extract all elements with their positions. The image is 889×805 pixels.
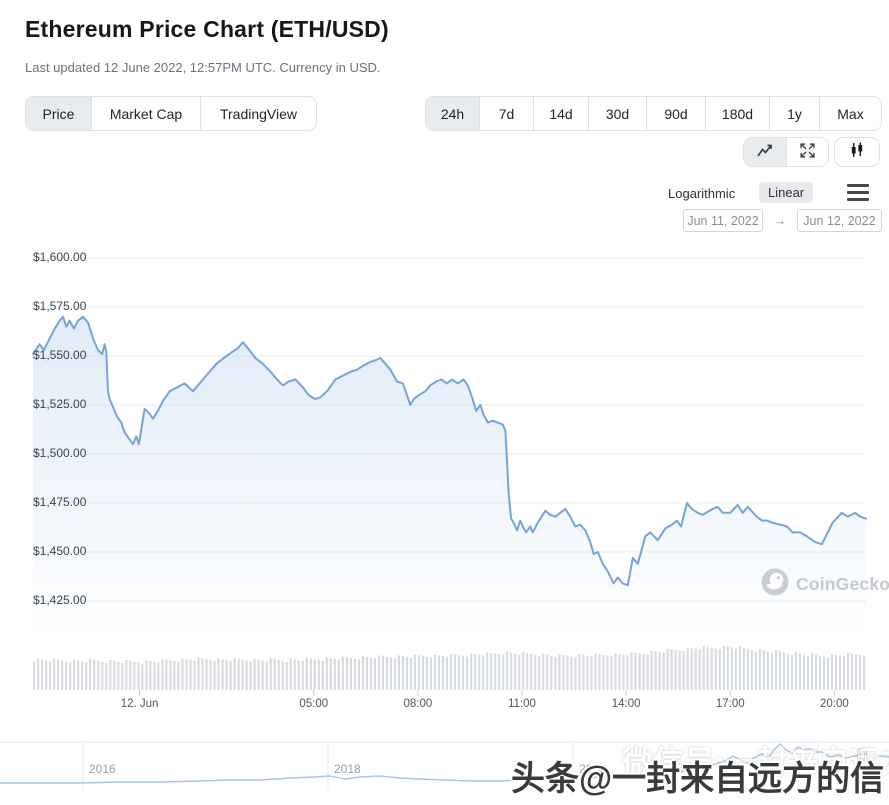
range-max[interactable]: Max xyxy=(819,97,881,130)
tab-market-cap[interactable]: Market Cap xyxy=(91,97,200,130)
range-14d[interactable]: 14d xyxy=(533,97,588,130)
watermark-ghost: 微信号:一封来自远方的信 xyxy=(622,745,889,780)
candlestick-icon xyxy=(849,142,865,163)
hamburger-icon xyxy=(847,184,869,187)
page-title: Ethereum Price Chart (ETH/USD) xyxy=(25,16,389,42)
tab-tradingview[interactable]: TradingView xyxy=(200,97,316,130)
expand-arrows-icon xyxy=(800,143,815,161)
range-group: 24h 7d 14d 30d 90d 180d 1y Max xyxy=(425,96,882,131)
tab-price[interactable]: Price xyxy=(26,97,91,130)
chart-style-group xyxy=(743,137,829,167)
gecko-icon xyxy=(761,568,789,601)
date-from-input[interactable] xyxy=(683,209,763,232)
navigator-handle[interactable] xyxy=(857,748,867,766)
date-range: → xyxy=(683,209,882,232)
coingecko-watermark: CoinGecko xyxy=(761,568,889,601)
range-30d[interactable]: 30d xyxy=(588,97,646,130)
line-chart-button[interactable] xyxy=(744,138,786,166)
line-chart-icon xyxy=(756,143,774,161)
watermark-main: 头条@一封来自远方的信 xyxy=(511,760,885,798)
range-90d[interactable]: 90d xyxy=(646,97,705,130)
range-24h[interactable]: 24h xyxy=(426,97,479,130)
logarithmic-option[interactable]: Logarithmic xyxy=(668,186,736,201)
linear-option[interactable]: Linear xyxy=(759,182,814,203)
range-1y[interactable]: 1y xyxy=(769,97,819,130)
range-180d[interactable]: 180d xyxy=(705,97,769,130)
view-tab-group: Price Market Cap TradingView xyxy=(25,96,317,131)
coingecko-label: CoinGecko xyxy=(796,574,889,594)
range-arrow: → xyxy=(773,212,787,228)
date-to-input[interactable] xyxy=(796,209,882,232)
candlestick-button[interactable] xyxy=(834,137,880,167)
range-7d[interactable]: 7d xyxy=(479,97,533,130)
last-updated-text: Last updated 12 June 2022, 12:57PM UTC. … xyxy=(25,60,381,75)
fullscreen-button[interactable] xyxy=(786,138,828,166)
menu-button[interactable] xyxy=(847,184,869,201)
